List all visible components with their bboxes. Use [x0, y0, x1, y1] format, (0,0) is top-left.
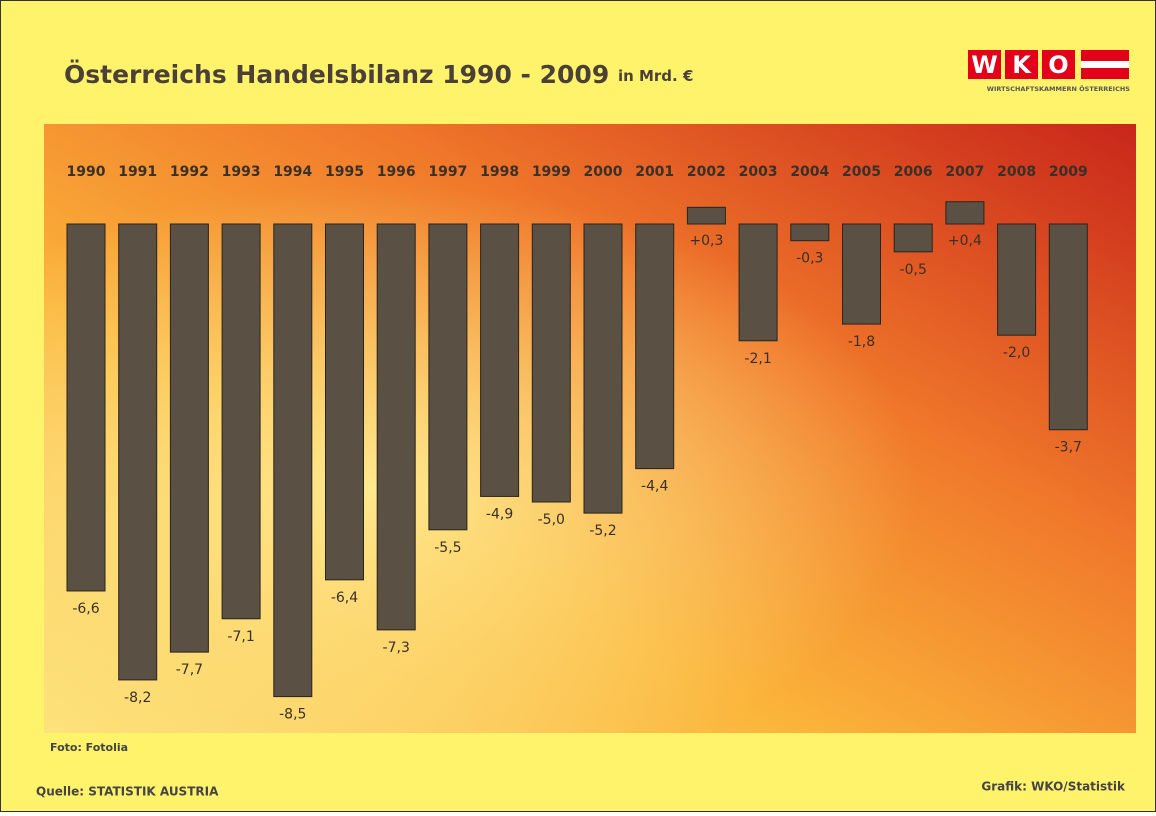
value-label: -0,3 [796, 251, 823, 267]
value-label: -3,7 [1055, 440, 1082, 456]
x-tick-label: 2000 [584, 164, 623, 180]
bar [791, 224, 829, 241]
x-tick-label: 1993 [222, 164, 261, 180]
x-tick-label: 2002 [687, 164, 726, 180]
logo-letter: O [1048, 51, 1068, 79]
value-label: -5,0 [538, 512, 565, 528]
value-label: -8,2 [124, 690, 151, 706]
value-label: -4,4 [641, 479, 668, 495]
value-label: -7,7 [176, 662, 203, 678]
x-tick-label: 1990 [67, 164, 106, 180]
value-label: -8,5 [279, 707, 306, 723]
bar [739, 224, 777, 341]
bar [67, 224, 105, 591]
value-label: -7,3 [383, 640, 410, 656]
x-tick-label: 2005 [842, 164, 881, 180]
x-tick-label: 1991 [118, 164, 157, 180]
bar [274, 224, 312, 697]
logo-stripe [1081, 50, 1129, 61]
chart-title: Österreichs Handelsbilanz 1990 - 2009 in… [64, 59, 693, 89]
value-label: +0,3 [689, 233, 723, 249]
value-label: -6,6 [72, 601, 99, 617]
value-label: -0,5 [900, 262, 927, 278]
logo-letter: K [1012, 51, 1032, 79]
credit: Grafik: WKO/Statistik [981, 780, 1126, 794]
logo-stripe [1081, 68, 1129, 79]
x-tick-label: 2003 [739, 164, 778, 180]
bar [998, 224, 1036, 335]
bar [584, 224, 622, 513]
x-tick-label: 1999 [532, 164, 571, 180]
bar [170, 224, 208, 652]
page: Österreichs Handelsbilanz 1990 - 2009 in… [0, 0, 1156, 816]
bar [946, 202, 984, 224]
bar [119, 224, 157, 680]
value-label: -1,8 [848, 334, 875, 350]
value-label: +0,4 [948, 233, 982, 249]
x-tick-label: 2001 [635, 164, 674, 180]
x-tick-label: 2008 [997, 164, 1036, 180]
bar [429, 224, 467, 530]
x-tick-label: 1992 [170, 164, 209, 180]
bar [481, 224, 519, 496]
x-tick-label: 2007 [945, 164, 984, 180]
value-label: -6,4 [331, 590, 358, 606]
value-label: -5,5 [434, 540, 461, 556]
source: Quelle: STATISTIK AUSTRIA [36, 785, 219, 799]
value-label: -5,2 [589, 523, 616, 539]
bar [687, 207, 725, 224]
bar [843, 224, 881, 324]
x-tick-label: 2006 [894, 164, 933, 180]
bar [1049, 224, 1087, 430]
bar [894, 224, 932, 252]
x-tick-label: 1995 [325, 164, 364, 180]
bar [636, 224, 674, 469]
x-tick-label: 2009 [1049, 164, 1088, 180]
x-tick-label: 1998 [480, 164, 519, 180]
logo-stripe [1081, 61, 1129, 68]
logo-letter: W [971, 51, 997, 79]
value-label: -2,1 [744, 351, 771, 367]
logo-caption: WIRTSCHAFTSKAMMERN ÖSTERREICHS [987, 84, 1131, 93]
x-tick-label: 1994 [273, 164, 312, 180]
x-tick-label: 2004 [790, 164, 829, 180]
value-label: -4,9 [486, 506, 513, 522]
x-tick-label: 1997 [428, 164, 467, 180]
x-tick-label: 1996 [377, 164, 416, 180]
bar [532, 224, 570, 502]
chart: Österreichs Handelsbilanz 1990 - 2009 in… [0, 0, 1156, 812]
value-label: -2,0 [1003, 345, 1030, 361]
bar [326, 224, 364, 580]
value-label: -7,1 [227, 629, 254, 645]
photo-credit: Foto: Fotolia [50, 741, 128, 754]
bar [222, 224, 260, 619]
bar [377, 224, 415, 630]
